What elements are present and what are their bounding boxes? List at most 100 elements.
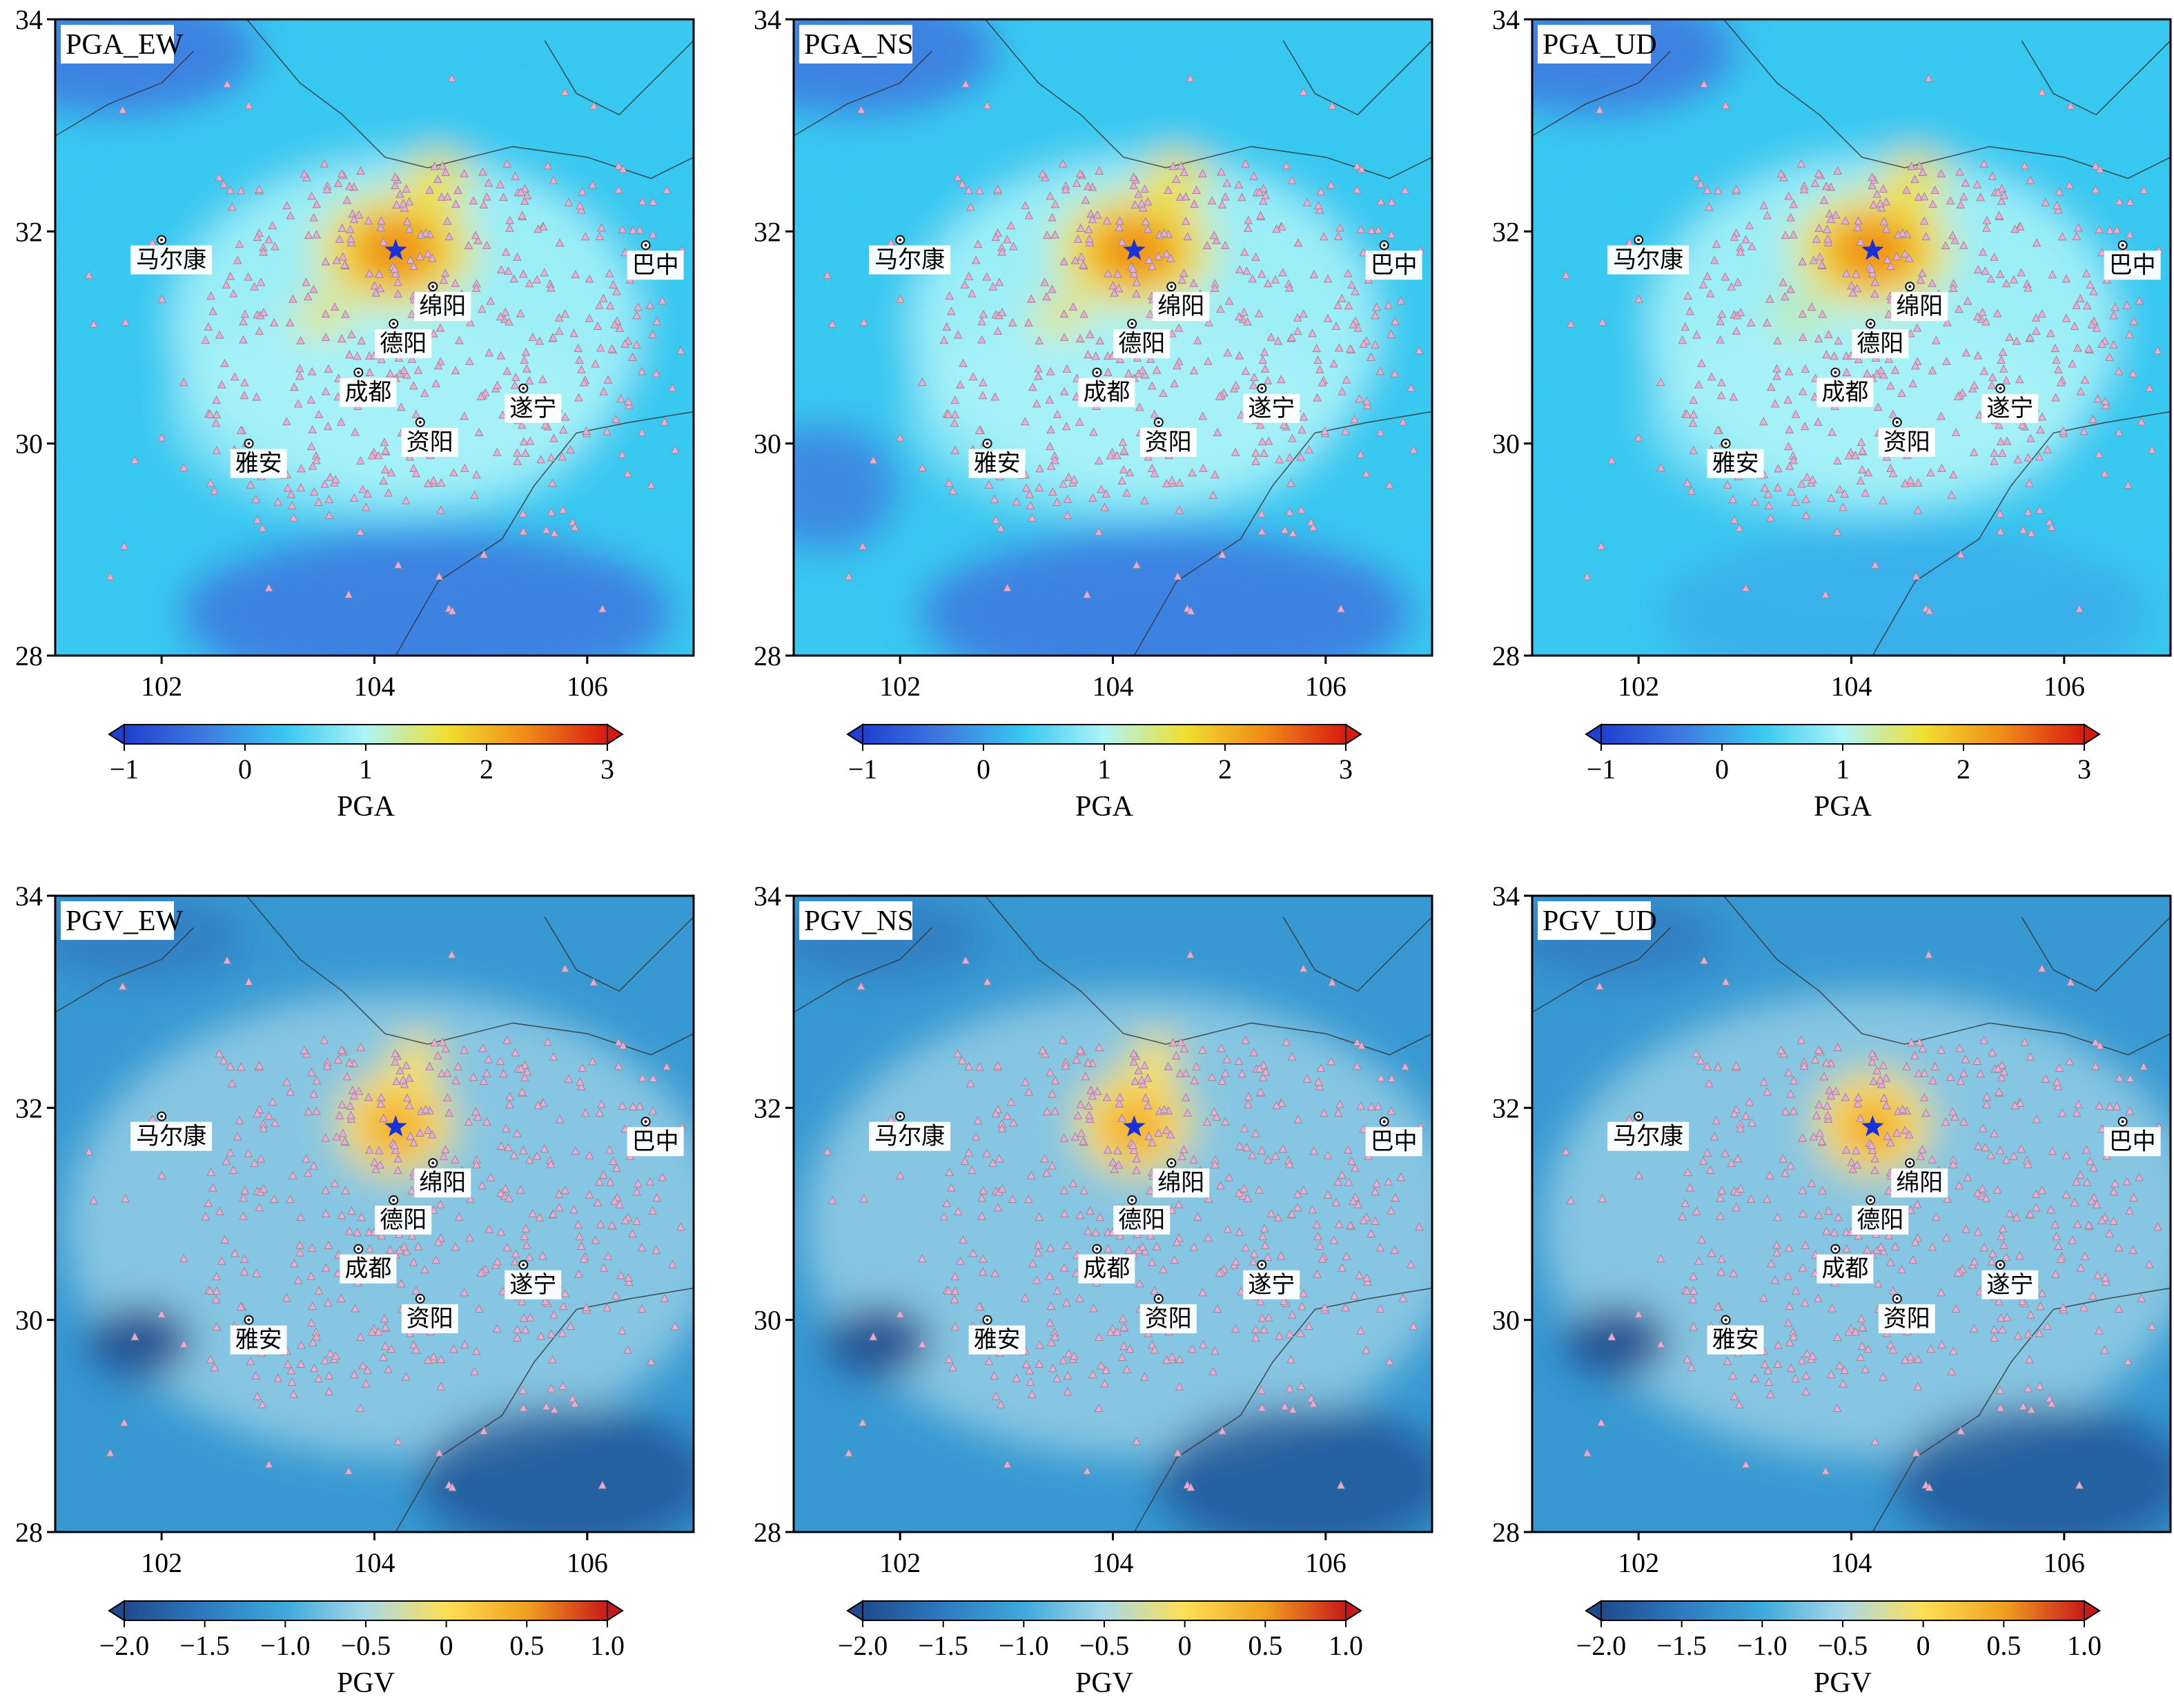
station-marker bbox=[535, 1213, 545, 1221]
city-label: 雅安 bbox=[235, 1327, 282, 1353]
station-marker bbox=[1110, 288, 1119, 297]
station-marker bbox=[1854, 1092, 1863, 1101]
station-marker bbox=[1103, 1145, 1113, 1154]
station-marker bbox=[283, 1359, 293, 1368]
station-marker bbox=[1946, 196, 1955, 205]
city-label: 资阳 bbox=[1145, 430, 1192, 455]
station-marker bbox=[257, 523, 267, 532]
station-marker bbox=[2043, 444, 2052, 454]
station-marker bbox=[1362, 1345, 1371, 1354]
svg-text:PGA_EW: PGA_EW bbox=[66, 29, 184, 61]
station-marker bbox=[1162, 1355, 1171, 1364]
station-marker bbox=[1327, 101, 1337, 110]
station-marker bbox=[1367, 352, 1375, 361]
station-marker bbox=[944, 409, 953, 418]
station-marker bbox=[2073, 1219, 2082, 1228]
station-marker bbox=[1076, 223, 1086, 232]
station-marker bbox=[1207, 1072, 1217, 1081]
station-marker bbox=[1767, 1259, 1776, 1268]
station-marker bbox=[2072, 1177, 2081, 1186]
station-marker bbox=[1061, 422, 1071, 431]
station-marker bbox=[532, 275, 542, 284]
station-marker bbox=[228, 202, 237, 211]
x-tick-label: 102 bbox=[1618, 1547, 1659, 1578]
station-marker bbox=[1042, 1107, 1052, 1116]
station-marker bbox=[555, 1203, 564, 1212]
station-marker bbox=[1873, 402, 1883, 411]
station-marker bbox=[1359, 248, 1368, 257]
station-marker bbox=[2076, 1263, 2086, 1272]
station-marker bbox=[2153, 346, 2162, 355]
station-marker bbox=[1879, 1061, 1888, 1070]
station-marker bbox=[964, 1148, 974, 1157]
station-marker bbox=[1972, 312, 1982, 321]
city-label: 德阳 bbox=[1118, 331, 1165, 357]
station-marker bbox=[1308, 1205, 1317, 1214]
station-marker bbox=[2015, 375, 2024, 384]
station-marker bbox=[1995, 1087, 2004, 1096]
station-marker bbox=[1959, 1068, 1968, 1077]
station-marker bbox=[993, 1203, 1003, 1212]
station-marker bbox=[296, 335, 305, 345]
city-label: 巴中 bbox=[632, 1128, 679, 1155]
station-marker bbox=[1198, 168, 1207, 177]
station-marker bbox=[179, 1339, 188, 1348]
station-marker bbox=[230, 1248, 239, 1257]
station-marker bbox=[1996, 1313, 2006, 1322]
station-marker bbox=[1970, 380, 1979, 389]
station-marker bbox=[1125, 468, 1135, 477]
station-marker bbox=[337, 1210, 346, 1219]
station-marker bbox=[1210, 283, 1220, 293]
city-marker: 巴中 bbox=[1365, 1117, 1422, 1157]
station-marker bbox=[1821, 1466, 1830, 1475]
station-marker bbox=[1028, 513, 1037, 522]
station-marker bbox=[1384, 1177, 1393, 1186]
y-tick-label: 34 bbox=[754, 4, 781, 35]
station-marker bbox=[375, 269, 384, 278]
station-marker bbox=[522, 190, 532, 199]
station-marker bbox=[1075, 1293, 1084, 1302]
station-marker bbox=[2037, 1288, 2047, 1297]
station-marker bbox=[2015, 1251, 2024, 1260]
province-boundaries bbox=[794, 19, 1432, 656]
station-marker bbox=[1842, 1244, 1851, 1253]
station-marker bbox=[1869, 200, 1878, 209]
station-marker bbox=[1059, 309, 1069, 318]
station-marker bbox=[1088, 1091, 1097, 1100]
station-marker bbox=[314, 1373, 323, 1382]
station-marker bbox=[1349, 320, 1358, 328]
station-marker bbox=[543, 1037, 553, 1046]
station-marker bbox=[549, 175, 558, 184]
station-marker bbox=[1987, 380, 1997, 389]
station-marker bbox=[1176, 1037, 1186, 1046]
station-marker bbox=[1114, 284, 1124, 293]
station-marker bbox=[1147, 1257, 1157, 1266]
station-marker bbox=[1772, 364, 1781, 373]
station-marker bbox=[513, 1128, 522, 1137]
station-marker bbox=[436, 1355, 446, 1364]
station-marker bbox=[560, 87, 569, 96]
station-marker bbox=[2025, 1355, 2034, 1364]
station-marker bbox=[645, 1177, 655, 1186]
colorbar-tick-label: 2 bbox=[480, 754, 493, 785]
station-marker bbox=[1162, 479, 1171, 488]
station-marker bbox=[324, 1371, 334, 1380]
colorbar-tick-label: 3 bbox=[1339, 754, 1353, 785]
station-marker bbox=[1783, 395, 1793, 404]
station-marker bbox=[269, 317, 279, 327]
city-marker: 巴中 bbox=[2104, 240, 2161, 280]
station-marker bbox=[476, 391, 486, 400]
colorbar-tick-label: 0.5 bbox=[509, 1630, 544, 1661]
station-marker bbox=[1856, 1113, 1865, 1122]
station-marker bbox=[296, 1359, 306, 1368]
station-marker bbox=[1705, 202, 1714, 211]
station-marker bbox=[828, 1195, 837, 1204]
station-marker bbox=[370, 281, 379, 290]
station-marker bbox=[1244, 223, 1253, 232]
station-marker bbox=[517, 420, 527, 429]
station-marker bbox=[2086, 1156, 2095, 1166]
station-marker bbox=[1733, 277, 1743, 286]
station-marker bbox=[1688, 418, 1698, 427]
station-marker bbox=[1948, 1159, 1958, 1169]
station-marker bbox=[2115, 1073, 2124, 1082]
